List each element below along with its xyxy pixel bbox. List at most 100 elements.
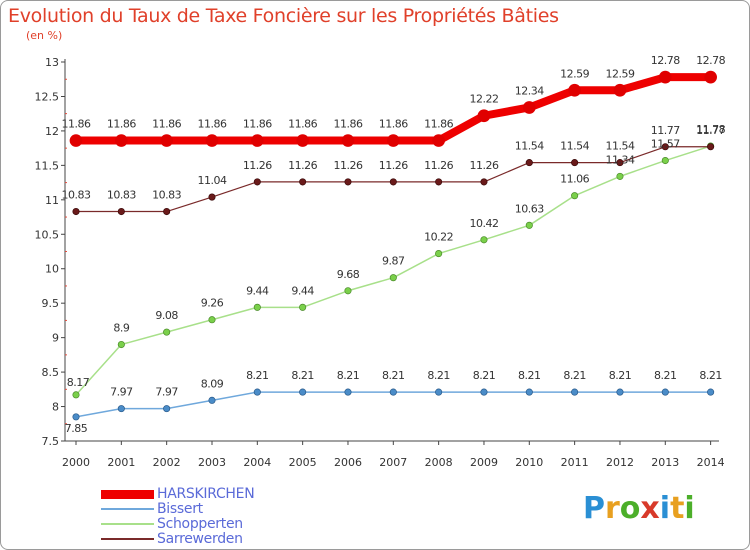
- x-tick-label: 2009: [470, 456, 498, 469]
- data-point: [435, 250, 443, 258]
- data-label: 11.86: [107, 118, 136, 131]
- logo-letter: i: [684, 491, 695, 526]
- data-point: [117, 340, 125, 349]
- data-label: 12.78: [651, 54, 680, 67]
- logo-letter: o: [619, 491, 641, 526]
- data-point: [568, 83, 581, 97]
- data-point: [344, 287, 352, 295]
- y-tick-label: 13: [45, 56, 59, 69]
- x-tick-label: 2014: [697, 456, 725, 469]
- legend-swatch: [101, 523, 154, 525]
- data-point: [661, 156, 669, 165]
- data-point: [661, 388, 669, 396]
- data-point: [163, 405, 171, 413]
- data-point: [435, 388, 443, 396]
- data-point: [432, 134, 445, 147]
- data-point: [616, 172, 624, 180]
- data-point: [299, 303, 307, 311]
- data-label: 8.21: [382, 369, 405, 382]
- data-label: 11.86: [379, 118, 408, 131]
- data-point: [72, 413, 80, 421]
- data-point: [253, 388, 261, 396]
- data-label: 11.77: [651, 124, 680, 137]
- data-point: [344, 388, 352, 396]
- data-label: 10.83: [107, 189, 136, 202]
- legend-swatch: [101, 489, 154, 499]
- data-label: 7.85: [65, 422, 88, 435]
- data-label: 11.06: [560, 173, 589, 186]
- x-tick-label: 2010: [515, 456, 543, 469]
- data-label: 11.86: [152, 118, 181, 131]
- data-label: 12.22: [469, 93, 498, 106]
- x-tick-label: 2002: [153, 456, 181, 469]
- legend-item-sarrewerden: Sarrewerden: [101, 531, 243, 547]
- data-point: [480, 178, 488, 186]
- data-point: [477, 109, 491, 123]
- legend-label: Sarrewerden: [157, 531, 243, 547]
- data-label: 12.59: [605, 67, 634, 80]
- data-label: 11.34: [605, 153, 634, 166]
- data-point: [480, 388, 488, 396]
- data-label: 8.21: [291, 369, 314, 382]
- data-point: [296, 134, 309, 147]
- data-point: [72, 207, 80, 216]
- y-tick-label: 11.5: [35, 159, 60, 172]
- data-label: 11.26: [288, 159, 317, 172]
- data-label: 11.26: [469, 159, 498, 172]
- y-tick-label: 9.5: [42, 297, 60, 310]
- legend-label: HARSKIRCHEN: [157, 486, 255, 502]
- legend-item-harskirchen: HARSKIRCHEN: [101, 486, 255, 502]
- legend-label: Bissert: [157, 501, 203, 517]
- y-tick-label: 10.5: [35, 228, 60, 241]
- data-label: 8.21: [609, 369, 632, 382]
- data-point: [160, 134, 174, 147]
- x-tick-label: 2007: [379, 456, 407, 469]
- data-point: [707, 143, 715, 151]
- data-label: 11.26: [424, 159, 453, 172]
- y-tick-label: 8.5: [42, 366, 60, 379]
- data-label: 12.34: [515, 84, 544, 97]
- data-point: [117, 405, 125, 413]
- data-point: [616, 159, 624, 167]
- x-tick-label: 2001: [107, 456, 135, 469]
- legend-item-bissert: Bissert: [101, 501, 203, 517]
- logo-letter: i: [659, 491, 671, 526]
- data-label: 9.08: [155, 309, 178, 322]
- logo-letter: x: [640, 491, 660, 526]
- y-tick-label: 7.5: [42, 435, 60, 448]
- y-tick-label: 12.5: [35, 90, 60, 103]
- data-point: [205, 134, 219, 147]
- x-tick-label: 2005: [289, 456, 317, 469]
- data-point: [163, 328, 171, 336]
- data-label: 8.17: [67, 376, 90, 389]
- data-point: [163, 207, 171, 216]
- data-point: [571, 192, 579, 200]
- y-tick-label: 10: [45, 263, 59, 276]
- data-point: [613, 83, 627, 97]
- data-point: [389, 274, 397, 282]
- data-point: [253, 178, 261, 186]
- data-label: 8.21: [427, 369, 450, 382]
- x-tick-label: 2012: [606, 456, 634, 469]
- data-point: [208, 396, 216, 404]
- data-point: [435, 178, 443, 186]
- data-label: 12.59: [560, 67, 589, 80]
- data-label: 9.26: [201, 297, 224, 310]
- data-point: [250, 134, 264, 147]
- data-label: 11.86: [333, 118, 362, 131]
- data-point: [208, 193, 216, 201]
- data-label: 11.54: [605, 140, 634, 153]
- data-label: 11.57: [651, 138, 680, 151]
- data-point: [571, 159, 579, 167]
- data-label: 11.78: [696, 123, 725, 136]
- data-label: 9.68: [337, 268, 360, 281]
- data-label: 10.22: [424, 231, 453, 244]
- legend-swatch: [101, 508, 154, 510]
- logo-letter: P: [583, 491, 605, 526]
- data-label: 8.21: [654, 369, 677, 382]
- legend-item-schopperten: Schopperten: [101, 516, 243, 532]
- data-label: 10.83: [152, 189, 181, 202]
- data-label: 12.78: [696, 54, 725, 67]
